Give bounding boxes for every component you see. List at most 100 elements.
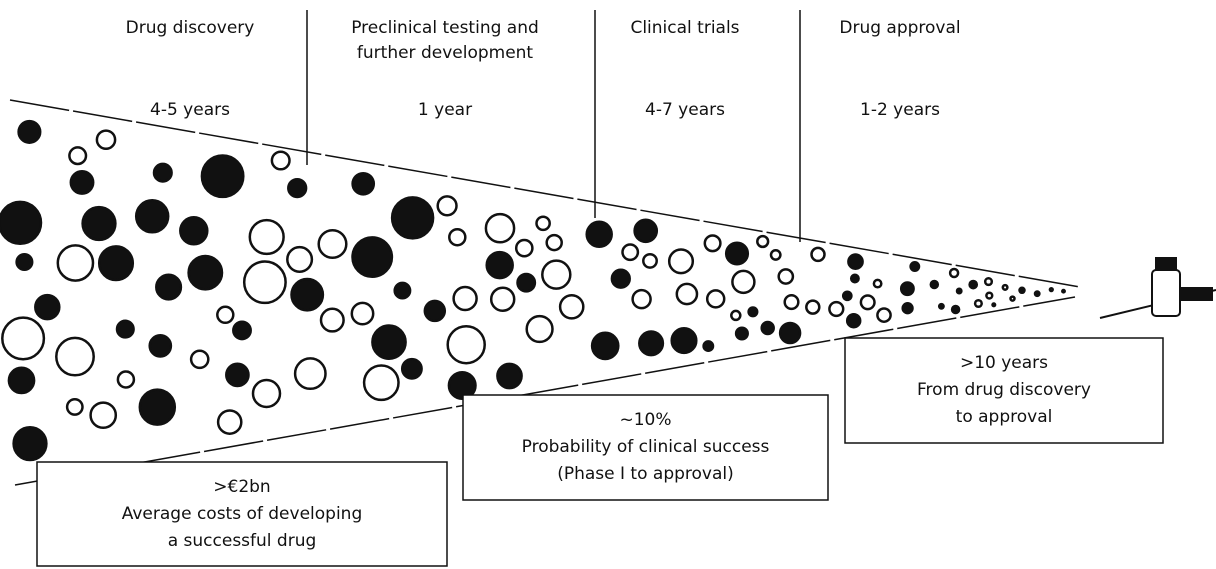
candidate-circle [667, 248, 695, 275]
candidate-circle [558, 293, 585, 320]
candidate-circle [56, 244, 95, 282]
candidate-circle [452, 285, 478, 312]
stage-duration: 1 year [418, 100, 472, 120]
candidate-circle [270, 150, 291, 171]
stage-title: Preclinical testing and [351, 18, 539, 38]
funnel [9, 99, 1081, 486]
candidate-circle [841, 290, 853, 302]
stage-title: Drug approval [839, 18, 960, 38]
candidate-circle [876, 307, 892, 323]
candidate-circle [955, 287, 963, 295]
candidate-circle [541, 259, 572, 290]
candidate-circle [769, 248, 782, 261]
candidate-circle [968, 279, 979, 290]
candidate-circle [777, 268, 795, 285]
candidate-circle [89, 401, 118, 430]
candidate-circle [849, 273, 860, 284]
candidate-circle [845, 312, 862, 329]
candidate-circle [545, 233, 563, 252]
candidate-circle [448, 227, 467, 247]
candidate-circle [400, 357, 423, 380]
candidate-circle [423, 299, 447, 323]
candidate-circle [216, 409, 243, 435]
info-text: >10 years [960, 353, 1048, 373]
candidate-circle [484, 212, 516, 244]
candidate-circle [17, 119, 42, 144]
candidate-circle [899, 281, 915, 297]
dividers [306, 10, 801, 242]
candidate-circle [734, 326, 749, 341]
candidate-circle [242, 260, 287, 305]
candidate-circle [805, 299, 821, 315]
candidate-circle [621, 243, 640, 262]
candidate-circle [248, 218, 285, 256]
candidate-circle [937, 302, 945, 310]
candidate-circle [319, 307, 345, 333]
candidate-circle [859, 294, 876, 311]
stage-duration: 4-7 years [645, 100, 725, 120]
stage-title: Drug discovery [126, 18, 255, 38]
stage-duration: 1-2 years [860, 100, 940, 120]
candidate-circle [1033, 290, 1041, 298]
candidate-circle [7, 366, 36, 395]
candidate-circle [15, 252, 34, 272]
candidate-circle [901, 302, 914, 315]
candidate-circle [187, 254, 224, 291]
candidate-circle [1009, 295, 1016, 302]
candidate-circle [1048, 286, 1054, 293]
candidate-circle [1, 316, 46, 361]
stage-duration: 4-5 years [150, 100, 230, 120]
info-box [36, 461, 448, 567]
candidate-circle [496, 362, 523, 390]
stage-title: further development [357, 43, 534, 63]
candidate-circle [179, 216, 209, 246]
candidate-circle [638, 330, 665, 357]
candidate-circle [290, 277, 325, 312]
candidate-circle [134, 199, 170, 234]
candidate-circle [286, 245, 314, 273]
candidate-circle [65, 397, 84, 416]
candidate-circle [535, 215, 551, 232]
candidate-circle [12, 425, 48, 462]
candidate-circle [703, 234, 722, 253]
vial [1151, 269, 1181, 317]
candidate-circle [1001, 283, 1009, 291]
candidate-circle [390, 196, 435, 240]
info-text: >€2bn [213, 477, 270, 497]
vial-cap [1155, 257, 1177, 271]
candidate-circle [702, 340, 715, 353]
candidate-circle [317, 228, 348, 260]
syringe [1179, 287, 1213, 301]
candidate-circle [670, 327, 698, 355]
candidate-circle [724, 241, 750, 266]
candidate-circle [148, 334, 173, 358]
candidate-circle [1061, 288, 1066, 294]
info-text: ~10% [619, 410, 671, 430]
candidate-circle [642, 252, 658, 269]
info-text: From drug discovery [917, 380, 1091, 400]
candidate-circle [293, 357, 327, 391]
candidate-circle [81, 205, 117, 242]
boxes: >€2bn Average costs of developing a succes… [36, 337, 1164, 567]
candidate-circle [251, 378, 282, 409]
candidate-circle [68, 146, 88, 166]
candidate-circle [909, 261, 921, 272]
candidate-circle [756, 234, 770, 249]
funnel-bottom [14, 296, 1076, 486]
funnel-top [9, 99, 1081, 288]
info-text: Average costs of developing [122, 504, 363, 524]
candidate-circle [200, 154, 245, 199]
candidate-circle [138, 388, 177, 426]
candidate-circle [447, 370, 477, 401]
candidate-circle [115, 319, 135, 339]
candidate-circle [585, 220, 613, 249]
candidate-circle [225, 362, 250, 388]
candidate-circle [810, 246, 826, 263]
info-box [462, 394, 829, 501]
candidate-circle [760, 320, 775, 336]
candidate-circle [350, 301, 375, 326]
candidate-circle [287, 177, 308, 199]
candidate-circle [747, 306, 759, 318]
info-text: to approval [956, 407, 1053, 427]
